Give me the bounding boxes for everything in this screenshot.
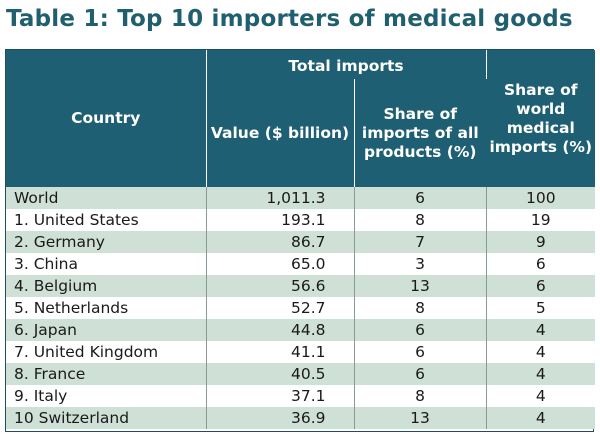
importers-table: Country Total imports Share of world med… [6,50,596,429]
country-cell: 1. United States [6,209,207,231]
country-cell: World [6,187,207,209]
header-value: Value ($ billion) [206,79,355,187]
share-world-cell: 4 [486,407,596,429]
table-row: World 1,011.3 6 100 [6,187,596,209]
header-total-imports: Total imports [206,50,487,79]
table-body: World 1,011.3 6 100 1. United States 193.1 8 19… [6,187,596,429]
share-world-cell: 6 [486,253,596,275]
value-cell: 41.1 [206,341,355,363]
value-cell: 56.6 [206,275,355,297]
share-all-cell: 6 [354,319,487,341]
header-country: Country [6,50,207,187]
share-all-cell: 3 [354,253,487,275]
share-world-cell: 19 [486,209,596,231]
share-all-cell: 13 [354,275,487,297]
value-cell: 86.7 [206,231,355,253]
value-cell: 44.8 [206,319,355,341]
country-cell: 4. Belgium [6,275,207,297]
table-row: 8. France 40.5 6 4 [6,363,596,385]
share-all-cell: 8 [354,297,487,319]
country-cell: 3. China [6,253,207,275]
value-cell: 40.5 [206,363,355,385]
share-all-cell: 8 [354,385,487,407]
value-cell: 193.1 [206,209,355,231]
value-cell: 36.9 [206,407,355,429]
share-world-cell: 4 [486,363,596,385]
share-all-cell: 6 [354,363,487,385]
table-row: 6. Japan 44.8 6 4 [6,319,596,341]
country-cell: 8. France [6,363,207,385]
table-row: 10 Switzerland 36.9 13 4 [6,407,596,429]
table-row: 5. Netherlands 52.7 8 5 [6,297,596,319]
share-all-cell: 8 [354,209,487,231]
share-all-cell: 7 [354,231,487,253]
table-row: 3. China 65.0 3 6 [6,253,596,275]
share-world-cell: 6 [486,275,596,297]
share-all-cell: 13 [354,407,487,429]
share-world-cell: 5 [486,297,596,319]
importers-table-container: Country Total imports Share of world med… [5,49,596,432]
table-title: Table 1: Top 10 importers of medical goo… [6,6,573,32]
country-cell: 7. United Kingdom [6,341,207,363]
table-row: 1. United States 193.1 8 19 [6,209,596,231]
table-row: 2. Germany 86.7 7 9 [6,231,596,253]
table-row: 7. United Kingdom 41.1 6 4 [6,341,596,363]
share-world-cell: 100 [486,187,596,209]
value-cell: 37.1 [206,385,355,407]
country-cell: 5. Netherlands [6,297,207,319]
share-world-cell: 4 [486,385,596,407]
value-cell: 65.0 [206,253,355,275]
share-world-cell: 9 [486,231,596,253]
country-cell: 6. Japan [6,319,207,341]
value-cell: 52.7 [206,297,355,319]
country-cell: 10 Switzerland [6,407,207,429]
value-cell: 1,011.3 [206,187,355,209]
table-row: 9. Italy 37.1 8 4 [6,385,596,407]
share-all-cell: 6 [354,341,487,363]
country-cell: 9. Italy [6,385,207,407]
share-world-cell: 4 [486,319,596,341]
share-all-cell: 6 [354,187,487,209]
table-row: 4. Belgium 56.6 13 6 [6,275,596,297]
header-share-world: Share of world medical imports (%) [486,50,596,187]
header-share-all: Share of imports of all products (%) [354,79,487,187]
country-cell: 2. Germany [6,231,207,253]
share-world-cell: 4 [486,341,596,363]
